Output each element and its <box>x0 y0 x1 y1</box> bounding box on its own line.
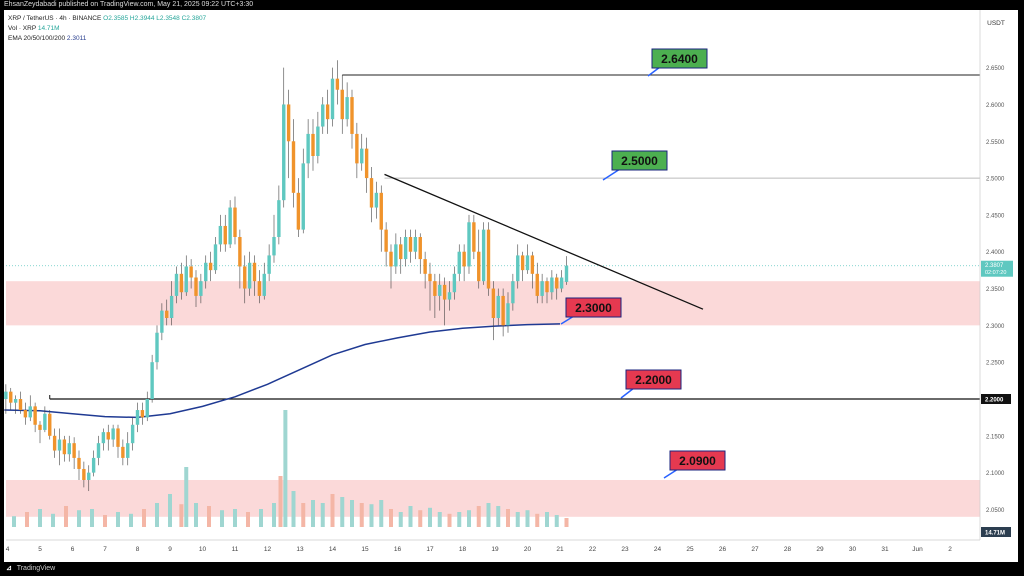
legend-ema-row: EMA 20/50/100/200 2.3011 <box>8 34 206 44</box>
legend-ema-label[interactable]: EMA 20/50/100/200 <box>8 35 66 42</box>
chart-frame <box>4 10 1018 562</box>
legend-volume-value: 14.71M <box>37 25 60 32</box>
publisher-text: EhsanZeydabadi published on TradingView.… <box>4 1 254 8</box>
legend-ema-value: 2.3011 <box>66 35 87 42</box>
legend-volume-label[interactable]: Vol · XRP <box>8 25 37 32</box>
tradingview-logo-icon: ⊿ <box>6 565 12 572</box>
legend-symbol-row: XRP / TetherUS · 4h · BINANCE O2.3585 H2… <box>8 14 206 24</box>
legend-high: H2.3944 <box>129 15 155 22</box>
legend-open: O2.3585 <box>103 15 129 22</box>
legend-volume-row: Vol · XRP 14.71M <box>8 24 206 34</box>
legend-symbol[interactable]: XRP / TetherUS · 4h · BINANCE <box>8 15 102 22</box>
publisher-bar: EhsanZeydabadi published on TradingView.… <box>0 0 1024 10</box>
footer-bar: ⊿ TradingView <box>0 562 1024 576</box>
legend-close: C2.3807 <box>181 15 207 22</box>
chart-legend: XRP / TetherUS · 4h · BINANCE O2.3585 H2… <box>8 14 206 44</box>
legend-low: L2.3548 <box>156 15 180 22</box>
footer-brand: TradingView <box>16 565 56 572</box>
